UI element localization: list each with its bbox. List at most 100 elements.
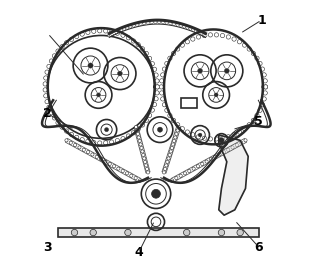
Circle shape: [44, 94, 48, 98]
Circle shape: [260, 103, 265, 107]
Circle shape: [129, 25, 132, 28]
Circle shape: [143, 157, 146, 160]
Circle shape: [186, 26, 189, 29]
Circle shape: [135, 23, 139, 26]
Circle shape: [43, 88, 47, 92]
Circle shape: [142, 153, 145, 157]
Text: 4: 4: [134, 246, 143, 259]
Circle shape: [232, 37, 236, 41]
Circle shape: [224, 69, 229, 73]
Circle shape: [155, 85, 159, 89]
Circle shape: [191, 133, 195, 137]
Circle shape: [263, 85, 268, 89]
Circle shape: [98, 29, 102, 33]
Text: 3: 3: [44, 241, 52, 254]
Circle shape: [52, 116, 57, 120]
Circle shape: [45, 100, 49, 104]
Circle shape: [104, 141, 108, 145]
Circle shape: [132, 24, 135, 27]
Circle shape: [117, 29, 120, 32]
Circle shape: [115, 30, 118, 33]
Circle shape: [109, 33, 112, 36]
Circle shape: [154, 73, 158, 77]
Circle shape: [80, 137, 84, 142]
Circle shape: [146, 171, 149, 174]
Circle shape: [123, 27, 126, 30]
Circle shape: [44, 76, 48, 80]
Circle shape: [180, 127, 184, 131]
Circle shape: [183, 25, 186, 28]
Circle shape: [134, 125, 138, 129]
Bar: [181, 97, 197, 108]
Circle shape: [258, 61, 262, 66]
Text: 5: 5: [254, 115, 263, 128]
Circle shape: [192, 167, 195, 170]
Circle shape: [165, 164, 168, 167]
Circle shape: [82, 148, 85, 151]
Circle shape: [258, 108, 262, 112]
Circle shape: [198, 133, 202, 137]
Circle shape: [263, 85, 268, 89]
Circle shape: [69, 37, 74, 42]
Circle shape: [86, 139, 90, 144]
Circle shape: [97, 93, 100, 97]
Circle shape: [88, 63, 93, 68]
Circle shape: [143, 22, 146, 25]
Circle shape: [171, 179, 174, 182]
Circle shape: [154, 97, 158, 101]
Circle shape: [214, 33, 219, 37]
Circle shape: [146, 21, 149, 24]
Circle shape: [47, 105, 51, 109]
Circle shape: [172, 51, 176, 56]
Circle shape: [146, 167, 149, 171]
Circle shape: [136, 132, 140, 136]
Circle shape: [170, 146, 173, 150]
Circle shape: [247, 47, 251, 51]
Circle shape: [136, 127, 140, 131]
Circle shape: [141, 150, 144, 153]
Circle shape: [109, 30, 114, 34]
Circle shape: [227, 148, 230, 151]
Bar: [59, 228, 259, 237]
Circle shape: [188, 169, 191, 173]
Circle shape: [179, 174, 182, 177]
Circle shape: [121, 169, 124, 173]
Circle shape: [140, 146, 143, 150]
Circle shape: [86, 30, 90, 35]
Circle shape: [196, 35, 201, 39]
Circle shape: [150, 21, 153, 24]
Circle shape: [117, 167, 120, 170]
Circle shape: [174, 136, 177, 139]
Circle shape: [138, 179, 141, 182]
Circle shape: [263, 91, 267, 95]
Circle shape: [262, 97, 266, 101]
Text: 2: 2: [44, 107, 52, 120]
Circle shape: [232, 133, 236, 137]
Circle shape: [43, 82, 47, 86]
Circle shape: [159, 85, 164, 89]
Circle shape: [235, 143, 238, 147]
Circle shape: [203, 33, 206, 36]
Circle shape: [111, 32, 114, 35]
Circle shape: [98, 141, 102, 145]
Circle shape: [64, 129, 69, 133]
Circle shape: [140, 123, 145, 127]
Circle shape: [168, 153, 171, 157]
Circle shape: [152, 189, 160, 198]
Circle shape: [260, 67, 265, 71]
Circle shape: [251, 118, 255, 123]
Circle shape: [172, 143, 175, 146]
Circle shape: [198, 69, 203, 73]
Circle shape: [136, 43, 140, 47]
Circle shape: [222, 151, 226, 154]
Circle shape: [262, 73, 266, 77]
Circle shape: [161, 21, 164, 24]
Circle shape: [255, 113, 259, 118]
Circle shape: [56, 49, 60, 53]
Circle shape: [104, 160, 107, 163]
Circle shape: [139, 143, 142, 146]
Circle shape: [202, 136, 206, 140]
Circle shape: [191, 37, 195, 41]
Circle shape: [152, 67, 156, 71]
Circle shape: [47, 64, 51, 69]
